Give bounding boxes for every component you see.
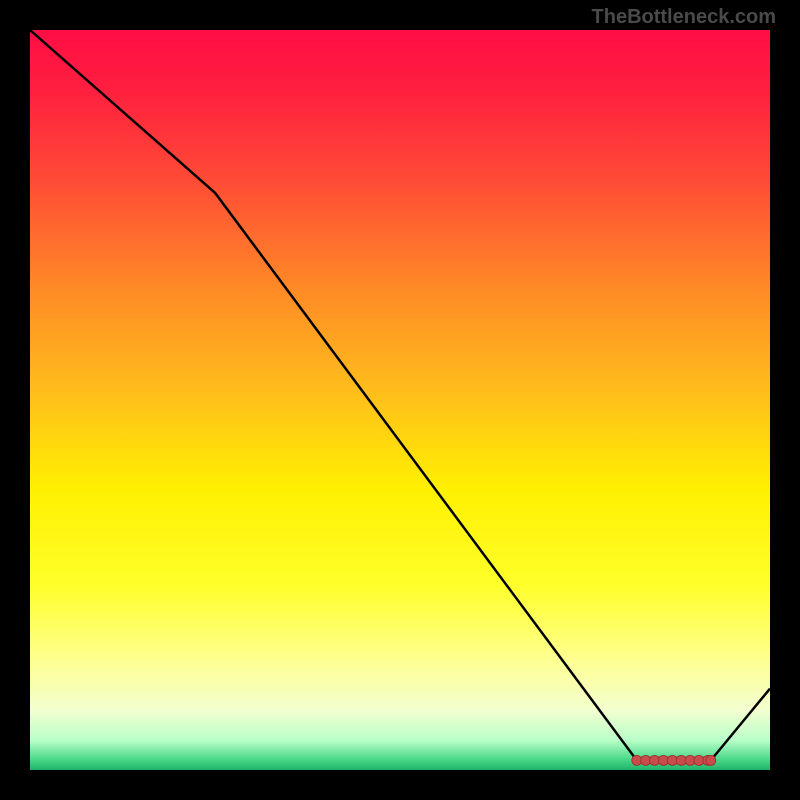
chart-container: TheBottleneck.com (0, 0, 800, 800)
chart-svg (30, 30, 770, 770)
watermark-text: TheBottleneck.com (592, 6, 776, 29)
gradient-background (30, 30, 770, 770)
marker-dot (706, 755, 716, 765)
plot-area (30, 30, 770, 770)
